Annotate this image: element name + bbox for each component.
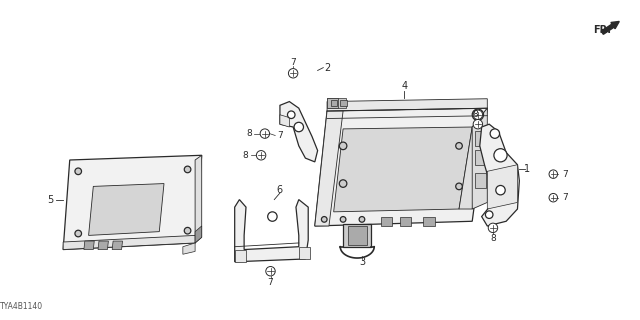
Polygon shape: [63, 236, 195, 250]
Circle shape: [339, 142, 347, 150]
Text: 6: 6: [277, 185, 283, 195]
Polygon shape: [472, 108, 487, 209]
Polygon shape: [88, 184, 164, 236]
Polygon shape: [315, 111, 343, 226]
Polygon shape: [459, 108, 487, 209]
Polygon shape: [327, 98, 339, 108]
Text: 7: 7: [268, 278, 273, 287]
Text: 8: 8: [242, 151, 248, 160]
Text: 3: 3: [359, 257, 365, 267]
Polygon shape: [480, 124, 519, 226]
Polygon shape: [475, 150, 486, 165]
Polygon shape: [195, 155, 202, 243]
Circle shape: [473, 119, 483, 129]
Text: 5: 5: [47, 195, 54, 204]
Text: 7: 7: [277, 131, 283, 140]
Text: 4: 4: [401, 82, 408, 92]
Polygon shape: [299, 247, 310, 259]
Polygon shape: [331, 100, 337, 106]
Circle shape: [473, 110, 483, 119]
Polygon shape: [280, 115, 289, 127]
Text: TYA4B1140: TYA4B1140: [0, 302, 43, 311]
Text: 7: 7: [291, 59, 296, 68]
Circle shape: [294, 122, 303, 132]
Circle shape: [184, 228, 191, 234]
Circle shape: [321, 217, 327, 222]
Polygon shape: [235, 250, 246, 262]
Circle shape: [257, 151, 266, 160]
Polygon shape: [183, 243, 195, 254]
Polygon shape: [340, 100, 347, 106]
Polygon shape: [399, 217, 411, 226]
Polygon shape: [487, 165, 518, 209]
Circle shape: [184, 166, 191, 173]
Circle shape: [289, 68, 298, 78]
Circle shape: [75, 230, 81, 237]
Circle shape: [488, 223, 498, 233]
Circle shape: [359, 217, 365, 222]
Text: 2: 2: [324, 63, 330, 73]
Circle shape: [456, 183, 462, 190]
Circle shape: [266, 267, 275, 276]
Polygon shape: [475, 131, 486, 146]
Polygon shape: [348, 226, 367, 245]
Polygon shape: [381, 217, 392, 226]
Text: 8: 8: [490, 234, 496, 243]
Circle shape: [260, 129, 269, 138]
Circle shape: [287, 111, 295, 118]
Polygon shape: [84, 241, 94, 250]
Circle shape: [490, 129, 500, 138]
Circle shape: [340, 217, 346, 222]
Polygon shape: [327, 99, 487, 111]
Polygon shape: [235, 200, 308, 262]
Polygon shape: [327, 98, 346, 108]
Polygon shape: [63, 155, 202, 250]
Circle shape: [75, 168, 81, 175]
Polygon shape: [343, 224, 371, 247]
Text: 8: 8: [472, 110, 478, 119]
Text: 8: 8: [246, 129, 252, 138]
Polygon shape: [315, 108, 487, 226]
Circle shape: [485, 211, 493, 219]
Polygon shape: [333, 127, 472, 212]
Text: FR.: FR.: [593, 25, 611, 35]
Polygon shape: [280, 101, 317, 162]
Circle shape: [496, 186, 505, 195]
Polygon shape: [195, 226, 202, 243]
Circle shape: [549, 194, 557, 202]
Circle shape: [339, 180, 347, 187]
Polygon shape: [475, 173, 486, 188]
Text: 7: 7: [563, 193, 568, 202]
Polygon shape: [98, 241, 108, 250]
Circle shape: [456, 143, 462, 149]
Circle shape: [472, 109, 484, 120]
Polygon shape: [423, 217, 435, 226]
Circle shape: [494, 149, 507, 162]
Polygon shape: [112, 241, 122, 250]
Text: 7: 7: [563, 170, 568, 179]
Circle shape: [268, 212, 277, 221]
Circle shape: [549, 170, 557, 178]
FancyArrow shape: [601, 21, 620, 34]
Text: 1: 1: [524, 164, 530, 174]
